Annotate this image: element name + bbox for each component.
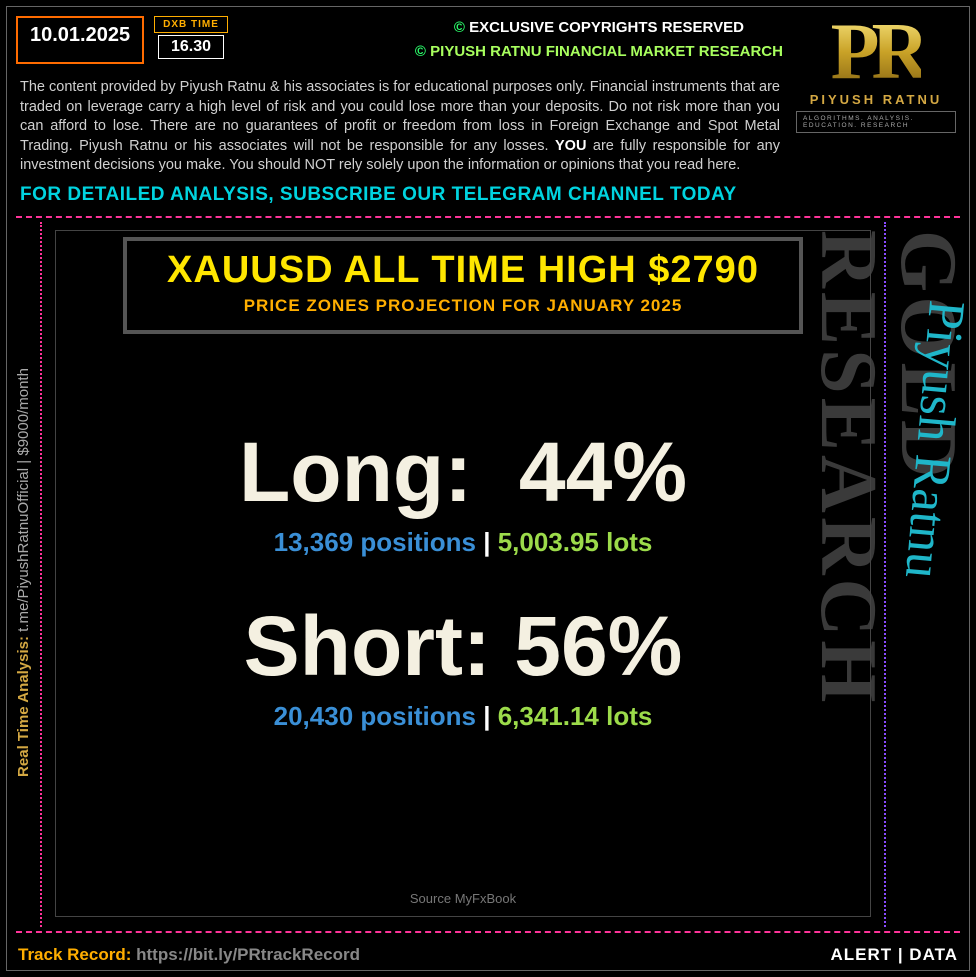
time-value: 16.30 (158, 35, 224, 59)
main-subtitle: PRICE ZONES PROJECTION FOR JANUARY 2025 (167, 296, 759, 316)
track-record: Track Record: https://bit.ly/PRtrackReco… (18, 945, 360, 965)
telegram-cta[interactable]: FOR DETAILED ANALYSIS, SUBSCRIBE OUR TEL… (20, 184, 956, 206)
main-panel: XAUUSD ALL TIME HIGH $2790 PRICE ZONES P… (55, 230, 871, 917)
track-record-url[interactable]: https://bit.ly/PRtrackRecord (136, 945, 360, 964)
logo-name: PIYUSH RATNU (810, 92, 943, 107)
dotted-divider-left (40, 222, 42, 927)
short-lots: 6,341.14 lots (498, 701, 653, 731)
date-box: 10.01.2025 (16, 16, 144, 64)
short-stat-block: Short: 56% 20,430 positions | 6,341.14 l… (244, 598, 683, 732)
short-label: Short: (244, 599, 491, 693)
brand-logo: PR PIYUSH RATNU ALGORITHMS. ANALYSIS. ED… (796, 16, 956, 133)
copyright-line-1: EXCLUSIVE COPYRIGHTS RESERVED (469, 19, 744, 36)
left-label-link[interactable]: t.me/PiyushRatnuOfficial (15, 468, 32, 632)
disclaimer-bold: YOU (555, 138, 586, 154)
left-label-price: $9000/month (15, 368, 32, 456)
footer: Track Record: https://bit.ly/PRtrackReco… (18, 945, 958, 965)
short-pct: 56% (514, 599, 682, 693)
time-column: DXB TIME 16.30 (154, 16, 228, 64)
copyright-symbol-1: © (454, 19, 465, 36)
long-pct: 44% (519, 425, 687, 519)
dxb-time-label: DXB TIME (154, 16, 228, 33)
long-stat-block: Long: 44% 13,369 positions | 5,003.95 lo… (239, 424, 687, 558)
alert-data-label: ALERT | DATA (830, 945, 958, 965)
long-positions: 13,369 positions (274, 527, 476, 557)
disclaimer-text: The content provided by Piyush Ratnu & h… (20, 78, 780, 176)
dashed-divider-top (16, 216, 960, 218)
title-box: XAUUSD ALL TIME HIGH $2790 PRICE ZONES P… (123, 237, 803, 334)
main-title: XAUUSD ALL TIME HIGH $2790 (167, 249, 759, 292)
track-record-label: Track Record: (18, 945, 131, 964)
left-label-bold: Real Time Analysis: (15, 636, 32, 777)
copyright-symbol-2: © (415, 43, 426, 60)
long-lots: 5,003.95 lots (498, 527, 653, 557)
left-vertical-label: Real Time Analysis: t.me/PiyushRatnuOffi… (10, 218, 36, 927)
logo-initials: PR (831, 16, 922, 88)
logo-tagline: ALGORITHMS. ANALYSIS. EDUCATION. RESEARC… (796, 111, 956, 133)
copyright-line-2: PIYUSH RATNU FINANCIAL MARKET RESEARCH (430, 43, 783, 60)
short-positions: 20,430 positions (274, 701, 476, 731)
long-label: Long: (239, 425, 472, 519)
data-source: Source MyFxBook (410, 891, 516, 906)
